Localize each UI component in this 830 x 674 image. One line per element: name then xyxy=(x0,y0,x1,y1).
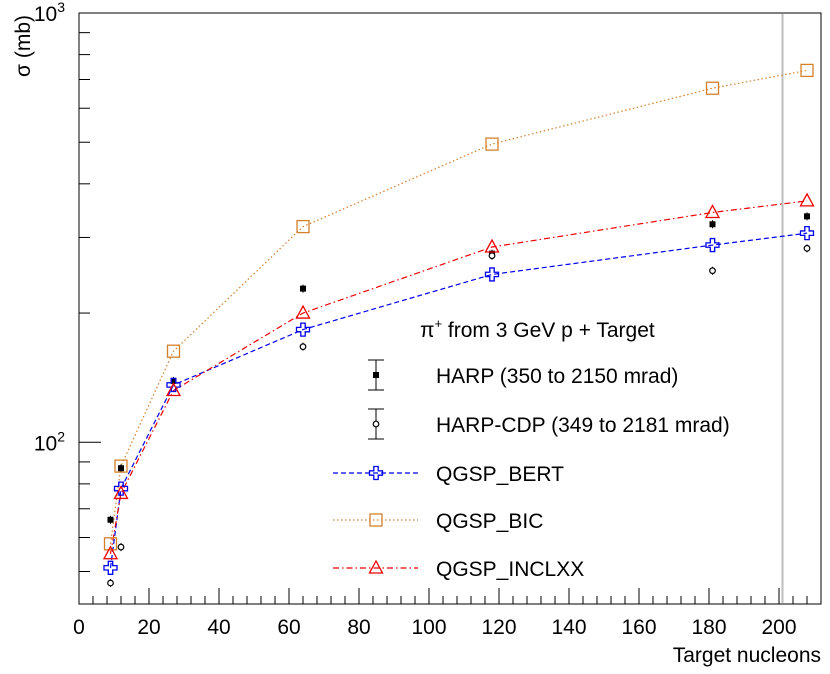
x-tick-label: 80 xyxy=(347,616,370,639)
series-line-qgsp-inclxx xyxy=(109,200,808,554)
legend-marker-qgsp-bert xyxy=(368,465,384,481)
data-point-harp-350-to-2150-mrad xyxy=(709,221,716,228)
y-tick-label-base: 10 xyxy=(34,432,57,455)
x-axis: 0 20 40 60 80 100 120 140 160 180 200 xyxy=(73,588,808,639)
y-axis-label: σ (mb) xyxy=(12,15,35,77)
series-line-qgsp-bert xyxy=(109,232,808,568)
legend-label-qgsp-bic: QGSP_BIC xyxy=(436,510,543,533)
data-point-qgsp-bic xyxy=(166,344,181,358)
data-point-qgsp-bert xyxy=(166,377,181,393)
data-point-harp-cdp-349-to-2181-mrad xyxy=(803,244,811,252)
legend-marker-qgsp-bic xyxy=(369,513,383,527)
data-point-qgsp-bert xyxy=(799,226,815,241)
data-point-harp-cdp-349-to-2181-mrad xyxy=(488,252,496,260)
legend-title-superscript: + xyxy=(435,316,443,331)
legend-marker-harp-cdp-349-to-2181-mrad xyxy=(372,420,380,428)
data-point-qgsp-bic xyxy=(485,137,499,151)
legend-label-harp-350-to-2150-mrad: HARP (350 to 2150 mrad) xyxy=(436,365,678,388)
x-tick-label: 0 xyxy=(73,616,85,639)
series-line-qgsp-bic xyxy=(109,69,808,544)
data-point-harp-350-to-2150-mrad xyxy=(170,377,177,384)
data-point-harp-cdp-349-to-2181-mrad xyxy=(299,343,307,351)
y-tick-label-exponent: 3 xyxy=(57,0,65,15)
x-axis-label: Target nucleons xyxy=(673,644,821,667)
y-tick-label: 102 xyxy=(34,428,65,455)
legend-marker-harp-350-to-2150-mrad xyxy=(373,372,379,378)
series-markers xyxy=(102,63,815,588)
data-point-qgsp-inclxx xyxy=(704,204,721,219)
y-tick-label-exponent: 2 xyxy=(57,428,65,444)
data-point-qgsp-bic xyxy=(296,219,310,234)
x-tick-label: 20 xyxy=(137,616,160,639)
data-point-qgsp-inclxx xyxy=(799,192,815,207)
x-tick-label: 180 xyxy=(691,616,726,639)
data-point-harp-350-to-2150-mrad xyxy=(118,465,124,472)
legend-title-rest: from 3 GeV p + Target xyxy=(442,319,655,342)
legend-title-pi: π xyxy=(420,319,435,342)
x-tick-label: 160 xyxy=(621,616,656,639)
legend-label-qgsp-inclxx: QGSP_INCLXX xyxy=(436,558,584,581)
data-point-harp-350-to-2150-mrad xyxy=(804,213,810,220)
data-point-qgsp-inclxx xyxy=(295,304,311,319)
data-point-qgsp-inclxx xyxy=(165,382,182,397)
legend-label-harp-cdp-349-to-2181-mrad: HARP-CDP (349 to 2181 mrad) xyxy=(436,414,730,437)
data-point-qgsp-bert xyxy=(103,560,118,575)
data-point-qgsp-bert xyxy=(113,481,129,496)
series-lines xyxy=(109,69,808,568)
x-tick-label: 200 xyxy=(761,616,796,639)
y-tick-label-base: 10 xyxy=(34,3,57,26)
data-point-qgsp-bert xyxy=(484,267,500,282)
data-point-harp-cdp-349-to-2181-mrad xyxy=(107,579,114,587)
data-point-qgsp-bic xyxy=(800,63,814,78)
data-point-qgsp-bic xyxy=(705,81,720,95)
data-point-harp-350-to-2150-mrad xyxy=(107,516,114,523)
data-point-harp-cdp-349-to-2181-mrad xyxy=(709,267,716,275)
y-tick-label: 103 xyxy=(34,0,65,26)
legend: HARP (350 to 2150 mrad) HARP-CDP (349 to … xyxy=(333,359,730,581)
data-point-qgsp-bert xyxy=(705,237,720,253)
plot-frame xyxy=(78,12,822,605)
x-tick-label: 60 xyxy=(277,616,300,639)
legend-title: π+ from 3 GeV p + Target xyxy=(420,316,655,342)
data-point-harp-cdp-349-to-2181-mrad xyxy=(117,543,125,551)
data-point-harp-350-to-2150-mrad xyxy=(300,285,306,292)
x-tick-label: 140 xyxy=(551,616,586,639)
legend-label-qgsp-bert: QGSP_BERT xyxy=(436,463,564,486)
data-point-qgsp-inclxx xyxy=(484,238,500,253)
legend-marker-qgsp-inclxx xyxy=(368,559,384,574)
data-point-qgsp-bert xyxy=(295,322,311,337)
x-tick-label: 40 xyxy=(207,616,230,639)
x-tick-label: 100 xyxy=(411,616,446,639)
data-point-qgsp-inclxx xyxy=(102,545,119,560)
data-point-qgsp-bic xyxy=(103,537,118,551)
x-tick-label: 120 xyxy=(481,616,516,639)
data-point-qgsp-inclxx xyxy=(113,485,129,500)
data-point-qgsp-bic xyxy=(114,459,128,473)
